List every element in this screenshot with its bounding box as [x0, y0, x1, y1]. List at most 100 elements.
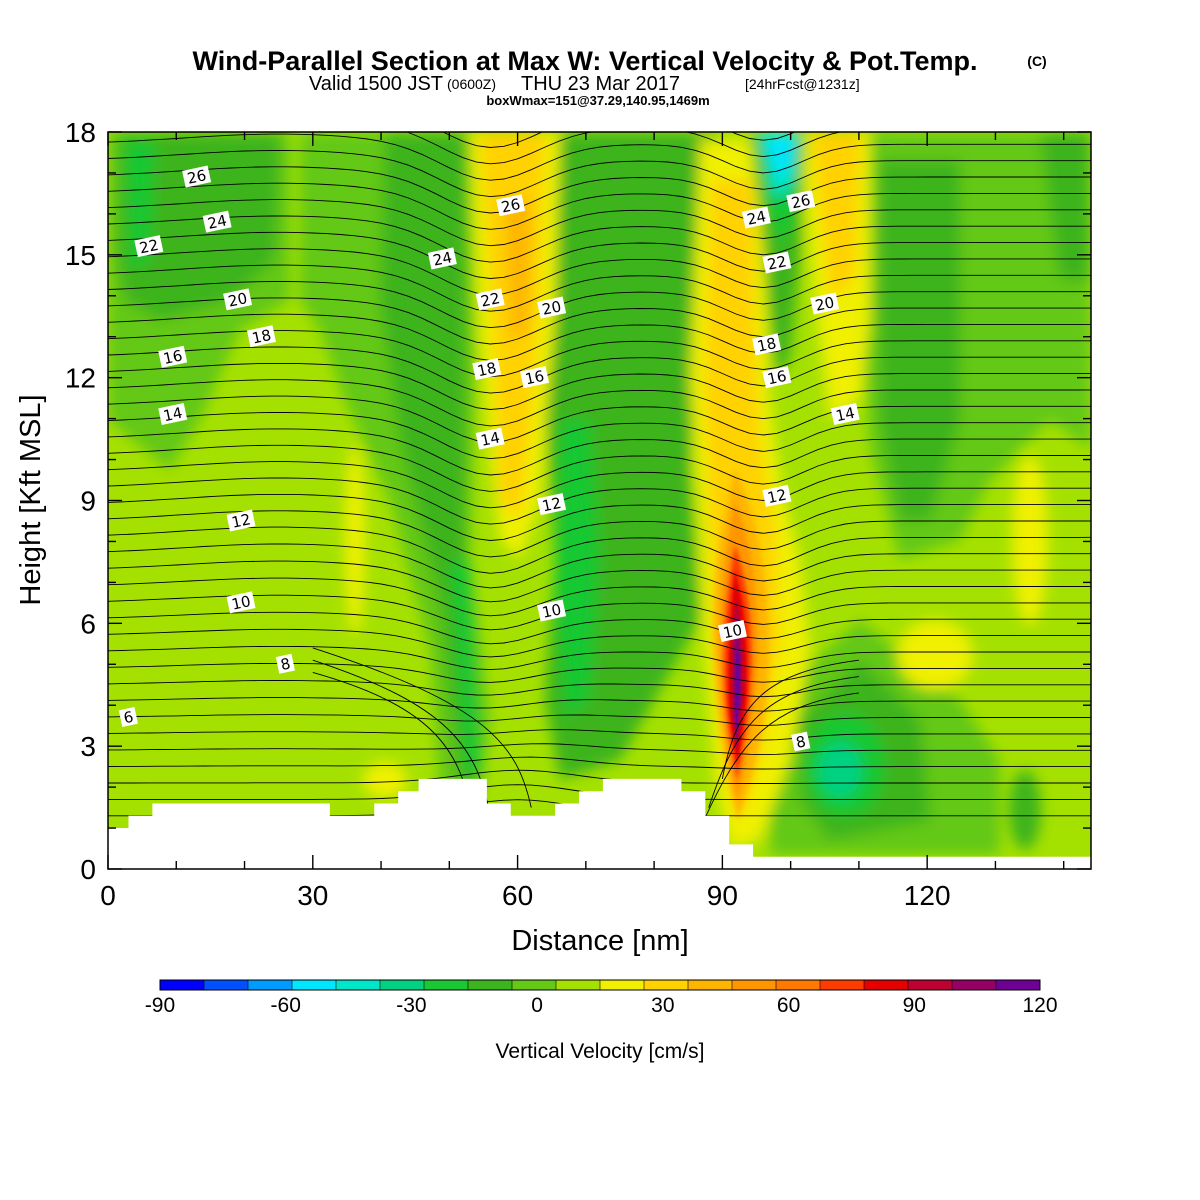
theta-contour-label: 20 — [537, 296, 567, 319]
contour-label-text: 8 — [794, 732, 807, 752]
contour-label-box — [275, 653, 295, 674]
axis-ticks — [107, 131, 1091, 870]
colorbar-title: Vertical Velocity [cm/s] — [496, 1040, 705, 1063]
theta-contour-label: 22 — [762, 251, 792, 274]
contour-label-box — [791, 731, 811, 752]
title-copyright-mark: (C) — [1027, 53, 1046, 69]
contour-label-box — [741, 206, 771, 229]
contour-label-text: 26 — [790, 191, 812, 213]
contour-label-box — [537, 599, 567, 622]
theta-contour-line — [108, 231, 1091, 279]
theta-contour-line — [108, 444, 1091, 492]
y-tick-label: 0 — [80, 854, 96, 885]
colorbar-swatch — [952, 980, 997, 990]
contour-label-text: 20 — [226, 289, 248, 311]
x-tick-label: 0 — [100, 880, 116, 911]
theta-contour-line — [108, 248, 1091, 296]
theta-contour-line — [108, 680, 1091, 698]
contour-label-text: 20 — [814, 293, 836, 315]
theta-contour-line — [694, 692, 859, 841]
theta-contour-label: 16 — [158, 345, 188, 368]
theta-contour-label: 14 — [475, 427, 505, 450]
x-tick-label: 120 — [904, 880, 951, 911]
theta-contour-label: 26 — [786, 190, 816, 213]
contour-label-text: 10 — [541, 600, 563, 622]
contour-label-box — [786, 190, 816, 213]
colorbar-swatch — [336, 980, 381, 990]
theta-contour-line — [108, 477, 1091, 525]
theta-contour-line — [108, 645, 1091, 671]
contour-label-box — [537, 296, 567, 319]
theta-contours — [108, 132, 1091, 841]
updraft-band-right-core — [812, 132, 860, 300]
chart-title: Wind-Parallel Section at Max W: Vertical… — [193, 46, 978, 76]
colorbar-labels: -90 -60 -30 0 30 60 90 120 — [145, 994, 1058, 1017]
theta-contour-label: 18 — [247, 325, 276, 348]
theta-contour-label: 10 — [226, 591, 256, 614]
theta-contour-label: 14 — [830, 403, 860, 425]
contour-label-box — [496, 194, 526, 217]
y-tick-label: 6 — [80, 608, 96, 639]
colorbar-swatch — [556, 980, 601, 990]
contour-label-text: 24 — [431, 248, 453, 270]
contour-label-text: 14 — [162, 404, 184, 426]
contour-label-text: 12 — [230, 510, 252, 532]
contour-label-text: 12 — [766, 486, 788, 508]
theta-contour-line — [108, 346, 1091, 394]
theta-contour-line — [108, 428, 1091, 476]
contour-label-text: 18 — [756, 334, 778, 356]
colorbar — [159, 979, 1041, 991]
box-wmax-label: boxWmax=151@37.29,140.95,1469m — [486, 93, 709, 108]
theta-contour-label: 16 — [762, 366, 792, 389]
colorbar-swatch — [688, 980, 733, 990]
contour-label-box — [520, 366, 550, 389]
colorbar-swatch — [776, 980, 821, 990]
theta-contour-line — [108, 297, 1091, 345]
y-tick-label: 18 — [65, 117, 96, 148]
x-axis-label: Distance [nm] — [511, 925, 688, 957]
theta-contour-line — [108, 264, 1091, 312]
contour-label-text: 16 — [523, 367, 545, 389]
contour-label-text: 26 — [500, 195, 522, 217]
y-axis-label: Height [Kft MSL] — [15, 394, 47, 605]
colorbar-swatch — [424, 980, 469, 990]
updraft-spot-left-low — [363, 762, 407, 798]
y-tick-label: 15 — [65, 240, 96, 271]
contour-label-text: 16 — [162, 346, 184, 368]
colorbar-swatch — [380, 980, 425, 990]
theta-contour-line — [108, 577, 1091, 617]
contour-label-box — [475, 427, 505, 450]
field-blobs — [108, 132, 1091, 855]
contour-label-text: 24 — [206, 211, 228, 233]
theta-contour-label: 20 — [810, 292, 840, 315]
contour-label-box — [472, 357, 502, 381]
theta-contour-line — [108, 493, 1091, 541]
theta-contour-label: 14 — [158, 403, 188, 426]
downdraft-region-right-upper-core — [880, 160, 960, 520]
theta-contour-line — [108, 362, 1091, 410]
theta-contour-line — [108, 714, 1091, 727]
theta-contour-label: 12 — [537, 493, 567, 516]
contour-label-box — [762, 366, 792, 389]
contour-label-box — [226, 591, 256, 614]
theta-contour-label: 24 — [427, 247, 457, 270]
colorbar-tick-label: 90 — [903, 994, 926, 1017]
downdraft-band-center-core — [555, 420, 600, 720]
theta-contour-label: 20 — [223, 288, 253, 311]
contour-label-box — [718, 620, 747, 643]
valid-date: THU 23 Mar 2017 — [521, 73, 680, 95]
downdraft-region-left-center — [125, 140, 155, 270]
theta-contour-label: 8 — [791, 731, 811, 752]
contour-label-box — [810, 292, 840, 315]
contour-label-box — [537, 493, 567, 516]
contour-label-box — [118, 707, 138, 727]
colorbar-swatch — [468, 980, 513, 990]
colorbar-swatch — [600, 980, 645, 990]
x-tick-label: 90 — [707, 880, 738, 911]
theta-contour-label: 6 — [118, 707, 138, 727]
updraft-spot-left — [345, 445, 365, 635]
theta-contour-line — [108, 379, 1091, 427]
theta-contour-line — [108, 729, 1091, 741]
